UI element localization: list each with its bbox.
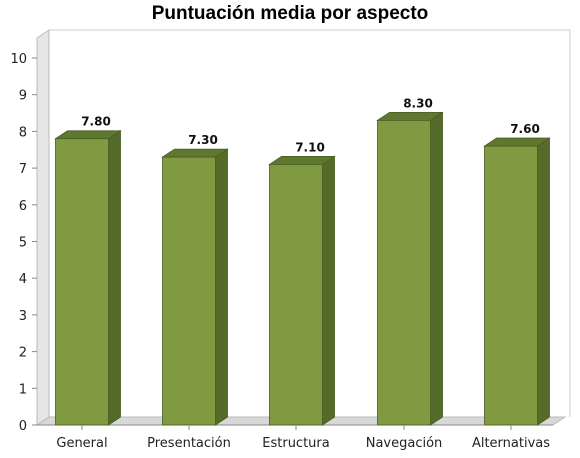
bar-top (161, 148, 229, 158)
bar-value-label: 7.60 (510, 122, 540, 136)
bar-top (376, 111, 444, 121)
bar (54, 129, 122, 426)
bar-front (484, 145, 538, 426)
x-tick-label: General (56, 436, 107, 451)
bar (161, 148, 229, 426)
bar-side (430, 111, 443, 426)
bar-value-label: 8.30 (403, 96, 433, 110)
y-tick-label: 9 (19, 89, 27, 104)
bar (376, 111, 444, 426)
x-tick-label: Presentación (147, 436, 231, 451)
y-tick-label: 4 (19, 272, 27, 287)
x-tick-label: Alternativas (472, 436, 550, 451)
y-tick-label: 1 (19, 382, 27, 397)
y-tick-label: 7 (19, 162, 27, 177)
bar-side (322, 155, 335, 426)
y-tick-label: 5 (19, 236, 27, 251)
y-tick-label: 8 (19, 125, 27, 140)
bar-top (483, 137, 551, 147)
y-tick-label: 0 (19, 419, 27, 434)
y-tick-label: 2 (19, 346, 27, 361)
x-tick-label: Navegación (366, 436, 443, 451)
bar (483, 137, 551, 426)
bar-front (55, 138, 109, 426)
bar-value-label: 7.30 (188, 133, 218, 147)
bar-front (377, 119, 431, 426)
y-tick-label: 3 (19, 309, 27, 324)
bar-side (215, 148, 228, 426)
chart-left-wall (36, 29, 50, 426)
bar-front (162, 156, 216, 426)
y-tick-label: 6 (19, 199, 27, 214)
y-axis: 0 1 2 3 4 5 6 7 8 9 10 (10, 52, 37, 434)
value-labels: 7.80 7.30 7.10 8.30 7.60 (81, 96, 540, 154)
chart-title: Puntuación media por aspecto (152, 3, 429, 24)
bar-top (268, 156, 336, 165)
bar (268, 155, 336, 426)
bar-side (537, 137, 550, 426)
bars (54, 111, 551, 426)
bar-side (108, 129, 121, 426)
bar-front (269, 164, 323, 426)
y-tick-label: 10 (10, 52, 27, 67)
x-axis: General Presentación Estructura Navegación A… (56, 425, 550, 451)
bar-value-label: 7.10 (295, 140, 325, 154)
bar-value-label: 7.80 (81, 115, 111, 129)
bar-top (54, 130, 122, 140)
x-tick-label: Estructura (262, 436, 329, 451)
